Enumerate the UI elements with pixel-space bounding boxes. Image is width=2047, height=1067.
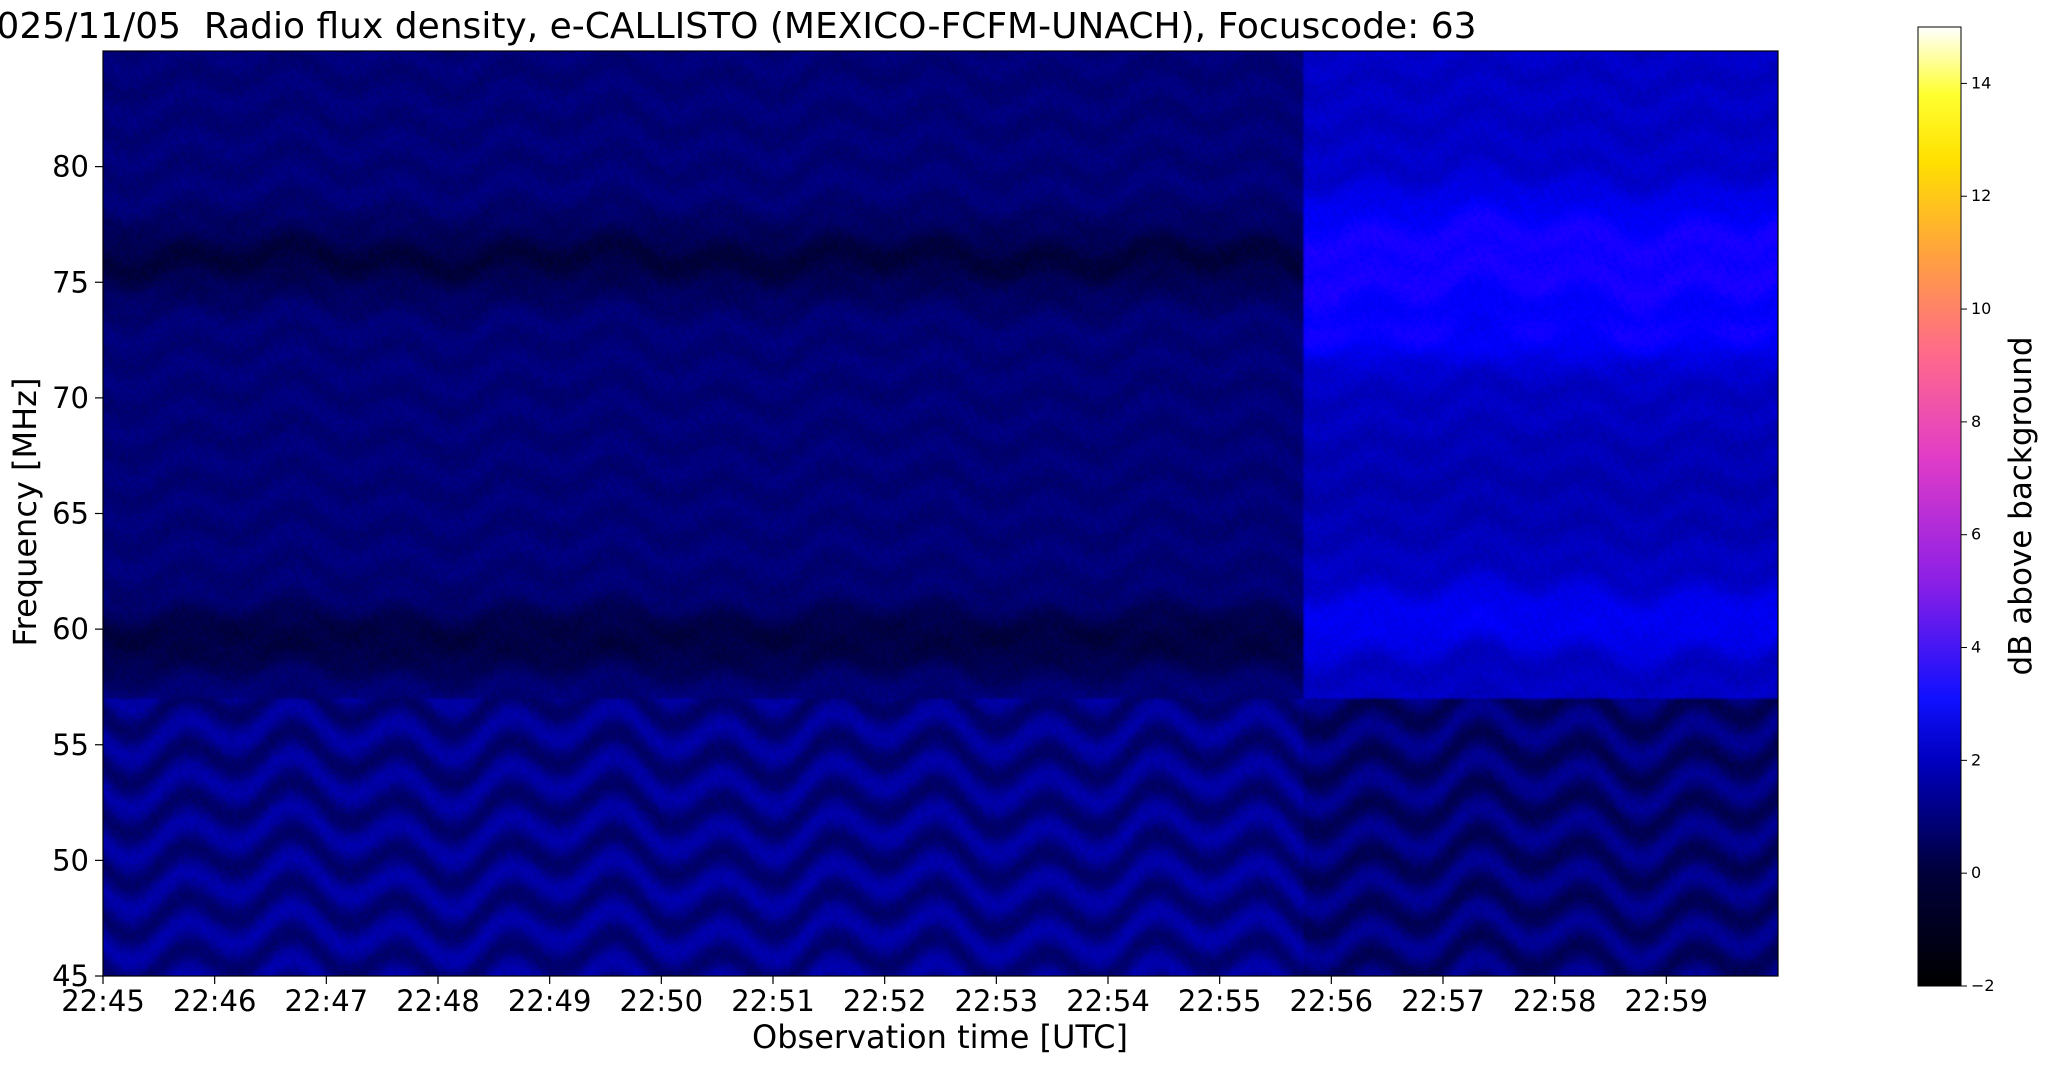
x-tick-label: 22:46 xyxy=(173,984,257,1018)
x-tick-label: 22:56 xyxy=(1290,984,1374,1018)
y-tick-label: 80 xyxy=(52,150,89,184)
x-tick-label: 22:55 xyxy=(1178,984,1262,1018)
x-tick-label: 22:48 xyxy=(396,984,480,1018)
y-tick-label: 50 xyxy=(52,843,89,877)
x-tick-label: 22:59 xyxy=(1625,984,1709,1018)
colorbar-tick-label: 4 xyxy=(1971,638,1981,657)
heatmap-plot-area xyxy=(103,51,1778,976)
x-tick-label: 22:49 xyxy=(508,984,592,1018)
y-tick-label: 65 xyxy=(52,497,89,531)
colorbar-tick-label: 8 xyxy=(1971,412,1981,431)
y-tick-label: 45 xyxy=(52,959,89,993)
spectrogram-heatmap xyxy=(103,51,1778,976)
colorbar-tick-label: 6 xyxy=(1971,525,1981,544)
y-tick-label: 55 xyxy=(52,728,89,762)
colorbar-tick-label: 14 xyxy=(1971,73,1991,92)
y-axis: 45 50 55 60 65 70 75 80 xyxy=(52,150,103,993)
x-axis: 22:45 22:46 22:47 22:48 22:49 22:50 22:51 22:52… xyxy=(61,976,1708,1018)
x-tick-label: 22:51 xyxy=(731,984,815,1018)
x-tick-label: 22:57 xyxy=(1401,984,1485,1018)
y-tick-label: 70 xyxy=(52,381,89,415)
x-axis-label: Observation time [UTC] xyxy=(752,1018,1128,1056)
colorbar-tick-label: 2 xyxy=(1971,750,1981,769)
x-tick-label: 22:58 xyxy=(1513,984,1597,1018)
y-tick-label: 60 xyxy=(52,612,89,646)
colorbar: −2 0 2 4 6 8 10 12 14 dB above background xyxy=(1917,26,2039,995)
x-tick-label: 22:54 xyxy=(1066,984,1150,1018)
x-tick-label: 22:53 xyxy=(955,984,1039,1018)
colorbar-gradient xyxy=(1917,26,1962,987)
colorbar-tick-label: 10 xyxy=(1971,299,1991,318)
x-tick-label: 22:47 xyxy=(285,984,369,1018)
x-tick-label: 22:52 xyxy=(843,984,927,1018)
y-axis-label: Frequency [MHz] xyxy=(6,378,44,647)
colorbar-label: dB above background xyxy=(2003,336,2039,675)
colorbar-tick-label: 0 xyxy=(1971,863,1981,882)
x-tick-label: 22:45 xyxy=(61,984,145,1018)
colorbar-axis: −2 0 2 4 6 8 10 12 14 xyxy=(1961,73,1995,995)
chart-title: 2025/11/05 Radio flux density, e-CALLIST… xyxy=(0,6,1476,47)
x-tick-label: 22:50 xyxy=(620,984,704,1018)
colorbar-tick-label: 12 xyxy=(1971,186,1991,205)
y-tick-label: 75 xyxy=(52,265,89,299)
colorbar-tick-label: −2 xyxy=(1971,976,1995,995)
